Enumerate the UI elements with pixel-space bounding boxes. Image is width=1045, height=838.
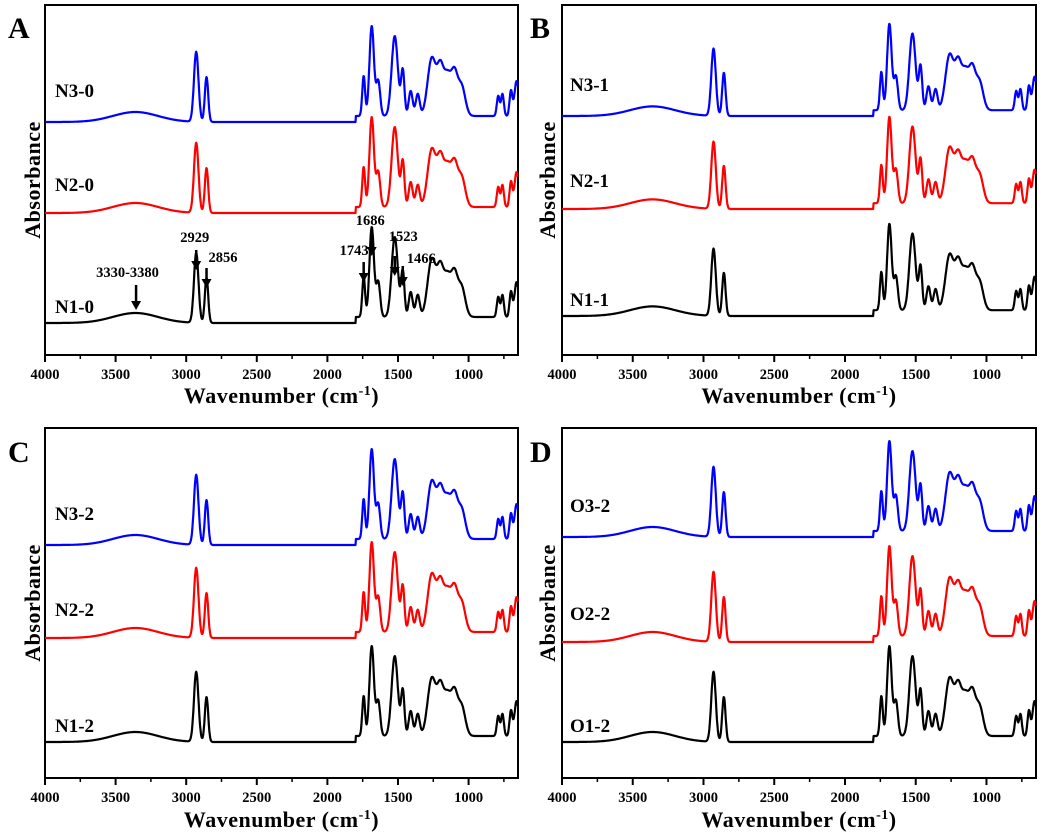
annotation-label: 2929 [180, 230, 209, 246]
x-tick-label: 1500 [383, 790, 412, 806]
series-label-n1-0: N1-0 [55, 297, 94, 318]
x-tick-label: 2500 [242, 367, 271, 383]
plot-frame [561, 427, 1037, 779]
annotation-arrowhead [131, 301, 142, 310]
panel-letter: B [530, 12, 550, 45]
x-tick-label: 3500 [618, 790, 647, 806]
annotation-arrowhead [397, 277, 408, 286]
x-tick-label: 1500 [383, 367, 412, 383]
annotation-arrowhead [358, 273, 369, 282]
panel-a: A 4000 3500 3000 2500 2000 1500 1000 Wavenumber … [8, 4, 519, 408]
annotation-label: 2856 [209, 250, 238, 266]
series-line-n2-0 [44, 116, 519, 215]
x-tick-label: 3000 [172, 367, 201, 383]
annotation-label: 1743 [340, 243, 369, 259]
series-label-n2-1: N2-1 [570, 171, 609, 192]
y-axis-title: Absorbance [20, 544, 45, 661]
series-line-n3-0 [44, 25, 519, 124]
x-axis-title: Wavenumber (cm-1) [184, 807, 379, 832]
panel-letter: A [8, 12, 30, 45]
y-axis-title: Absorbance [535, 544, 560, 661]
series-label-o1-2: O1-2 [570, 716, 610, 737]
x-axis-title-tail: ) [371, 807, 379, 832]
annotation-arrowhead [191, 261, 202, 270]
x-axis-title-sup: -1 [359, 808, 372, 823]
x-axis-title-sup: -1 [876, 808, 889, 823]
x-axis-title-main: Wavenumber (cm [701, 807, 876, 832]
x-axis-title-sup: -1 [876, 384, 889, 399]
x-axis-title-tail: ) [889, 807, 897, 832]
x-tick-label: 2500 [242, 790, 271, 806]
x-tick-label: 3500 [101, 790, 130, 806]
series-label-o3-2: O3-2 [570, 496, 610, 517]
series-line-n1-2 [44, 645, 519, 744]
plot-frame [44, 427, 519, 779]
x-tick-label: 2000 [830, 367, 859, 383]
panel-b: B 4000 3500 3000 2500 2000 1500 1000 Wavenumber … [530, 4, 1037, 408]
x-tick-label: 1500 [901, 790, 930, 806]
series-label-o2-2: O2-2 [570, 604, 610, 625]
annotation-label: 1686 [356, 213, 385, 229]
x-tick-label: 1000 [454, 367, 483, 383]
x-tick-label: 3500 [618, 367, 647, 383]
x-axis-title-main: Wavenumber (cm [184, 383, 359, 408]
x-tick-label: 4000 [548, 367, 577, 383]
x-axis-title-main: Wavenumber (cm [701, 383, 876, 408]
x-axis-title-tail: ) [371, 383, 379, 408]
x-tick-label: 3500 [101, 367, 130, 383]
panel-letter: D [530, 436, 552, 469]
series-label-n3-1: N3-1 [570, 75, 609, 96]
x-tick-label: 1000 [972, 367, 1001, 383]
x-tick-label: 3000 [689, 367, 718, 383]
y-axis-title: Absorbance [535, 121, 560, 238]
series-label-n3-2: N3-2 [55, 504, 94, 525]
series-label-n2-2: N2-2 [55, 600, 94, 621]
series-label-n1-1: N1-1 [570, 290, 609, 311]
x-tick-label: 3000 [689, 790, 718, 806]
x-tick-label: 2500 [760, 367, 789, 383]
x-tick-label: 4000 [31, 790, 60, 806]
annotation-label: 1466 [407, 251, 436, 267]
panel-d: D 4000 3500 3000 2500 2000 1500 1000 Wavenumber … [530, 427, 1037, 832]
x-tick-label: 3000 [172, 790, 201, 806]
x-axis-title-main: Wavenumber (cm [184, 807, 359, 832]
x-tick-label: 1000 [454, 790, 483, 806]
panel-c: C 4000 3500 3000 2500 2000 1500 1000 Wavenumber … [8, 427, 519, 832]
series-label-n2-0: N2-0 [55, 175, 94, 196]
y-axis-title: Absorbance [20, 121, 45, 238]
series-line-n3-1 [561, 22, 1037, 118]
series-line-n1-0 [44, 226, 519, 325]
x-tick-label: 4000 [31, 367, 60, 383]
x-axis-title: Wavenumber (cm-1) [701, 807, 896, 832]
plot-frame [44, 4, 519, 356]
series-line-n1-1 [561, 222, 1037, 318]
series-label-n3-0: N3-0 [55, 81, 94, 102]
x-tick-label: 2000 [830, 790, 859, 806]
plot-frame [561, 4, 1037, 356]
x-tick-label: 2000 [313, 367, 342, 383]
x-tick-label: 1000 [972, 790, 1001, 806]
series-label-n1-2: N1-2 [55, 716, 94, 737]
x-axis-title-sup: -1 [359, 384, 372, 399]
x-axis-title: Wavenumber (cm-1) [701, 383, 896, 408]
x-tick-label: 2500 [760, 790, 789, 806]
series-line-o1-2 [561, 645, 1037, 744]
x-axis-title-tail: ) [889, 383, 897, 408]
series-line-n2-2 [44, 541, 519, 640]
panel-letter: C [8, 436, 30, 469]
annotation-arrowhead [366, 247, 377, 256]
x-axis-title: Wavenumber (cm-1) [184, 383, 379, 408]
x-tick-label: 1500 [901, 367, 930, 383]
annotation-label: 1523 [389, 229, 418, 245]
series-line-o3-2 [561, 440, 1037, 539]
annotation-arrowhead [389, 267, 400, 276]
series-line-n3-2 [44, 448, 519, 547]
x-tick-label: 2000 [313, 790, 342, 806]
annotation-arrowhead [201, 279, 212, 288]
annotation-label: 3330-3380 [96, 265, 159, 281]
series-line-n2-1 [561, 115, 1037, 211]
series-line-o2-2 [561, 545, 1037, 644]
x-tick-label: 4000 [548, 790, 577, 806]
